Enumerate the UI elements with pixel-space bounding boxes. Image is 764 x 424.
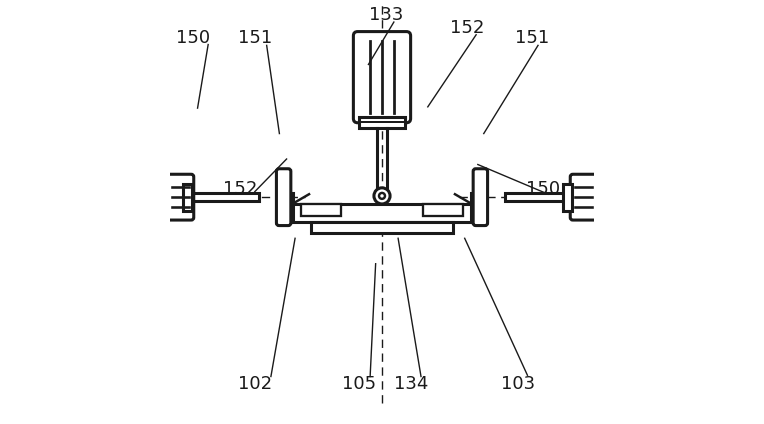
Bar xyxy=(311,222,453,233)
Bar xyxy=(359,117,405,128)
FancyBboxPatch shape xyxy=(354,32,410,123)
Circle shape xyxy=(374,188,390,204)
Bar xyxy=(563,184,572,210)
Bar xyxy=(300,204,341,216)
FancyBboxPatch shape xyxy=(473,169,487,226)
Text: 102: 102 xyxy=(238,375,272,393)
Bar xyxy=(423,204,464,216)
Text: 150: 150 xyxy=(176,29,210,47)
Text: 103: 103 xyxy=(500,375,535,393)
Bar xyxy=(183,184,192,210)
Bar xyxy=(505,193,573,201)
Bar xyxy=(293,204,471,222)
Text: 133: 133 xyxy=(369,6,403,24)
Text: 151: 151 xyxy=(516,29,549,47)
Text: 105: 105 xyxy=(342,375,376,393)
Text: 151: 151 xyxy=(238,29,272,47)
Bar xyxy=(471,193,476,201)
Bar xyxy=(191,193,259,201)
Text: 152: 152 xyxy=(223,180,257,198)
Text: 152: 152 xyxy=(449,19,484,36)
Text: 134: 134 xyxy=(394,375,429,393)
FancyBboxPatch shape xyxy=(167,174,194,220)
FancyBboxPatch shape xyxy=(570,174,597,220)
Bar xyxy=(288,193,293,201)
FancyBboxPatch shape xyxy=(277,169,291,226)
Circle shape xyxy=(379,193,385,199)
Text: 150: 150 xyxy=(526,180,560,198)
